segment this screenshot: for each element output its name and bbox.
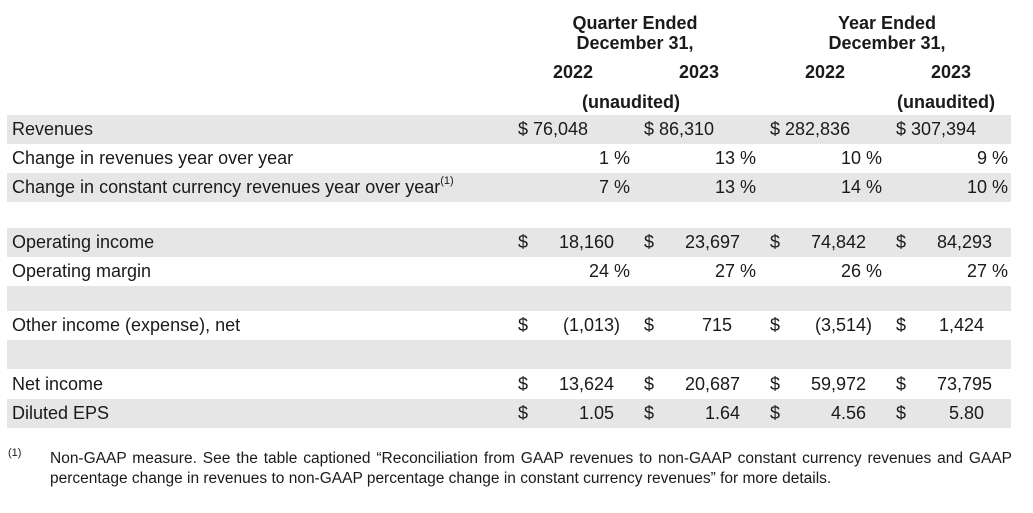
dollar-sign: $ xyxy=(518,315,529,335)
cell-y2022: $ 282,836 xyxy=(770,119,851,139)
dollar-sign: $ xyxy=(770,374,781,394)
cell-y2022: 14 % xyxy=(840,177,882,197)
cell-y2022: (3,514) xyxy=(814,315,872,335)
cell-y2023: 73,795 xyxy=(936,374,992,394)
dollar-sign: $ xyxy=(896,403,907,423)
table-row-operating-margin: Operating margin 24 % 27 % 26 % 27 % xyxy=(7,257,1011,286)
cell-y2023: 1,424 xyxy=(938,315,984,335)
dollar-sign: $ xyxy=(770,315,781,335)
cell-q2023: 27 % xyxy=(714,261,756,281)
quarter-header: Quarter Ended December 31, xyxy=(510,13,760,53)
cell-q2023: 20,687 xyxy=(684,374,740,394)
row-label: Operating income xyxy=(12,232,155,252)
dollar-sign: $ xyxy=(896,315,907,335)
cell-y2023: 10 % xyxy=(966,177,1008,197)
spacer-row xyxy=(7,340,1011,369)
cell-q2022: 7 % xyxy=(598,177,630,197)
cell-q2022: 13,624 xyxy=(558,374,614,394)
cell-q2022: (1,013) xyxy=(562,315,620,335)
spacer-row xyxy=(7,202,1011,228)
footnote-ref: (1) xyxy=(440,175,454,187)
quarter-header-line1: Quarter Ended xyxy=(572,13,698,33)
quarter-header-line2: December 31, xyxy=(576,33,694,53)
cell-q2023: 23,697 xyxy=(684,232,740,252)
table-row-change-revenues: Change in revenues year over year 1 % 13… xyxy=(7,144,1011,173)
row-label: Other income (expense), net xyxy=(12,315,241,335)
cell-y2022: 59,972 xyxy=(810,374,866,394)
row-label: Diluted EPS xyxy=(12,403,110,423)
dollar-sign: $ xyxy=(644,374,655,394)
year-header-line1: Year Ended xyxy=(837,13,937,33)
row-label: Change in constant currency revenues yea… xyxy=(12,175,454,198)
cell-q2023: $ 86,310 xyxy=(644,119,715,139)
spacer-row xyxy=(7,286,1011,311)
dollar-sign: $ xyxy=(518,403,529,423)
year-col-1: 2022 xyxy=(552,62,593,82)
table-row-net-income: Net income $ 13,624 $ 20,687 $ 59,972 $ … xyxy=(7,370,1011,399)
dollar-sign: $ xyxy=(770,403,781,423)
year-header-line2: December 31, xyxy=(828,33,946,53)
year-col-2: 2023 xyxy=(678,62,719,82)
dollar-sign: $ xyxy=(896,232,907,252)
row-label: Net income xyxy=(12,374,104,394)
dollar-sign: $ xyxy=(644,315,655,335)
cell-y2023: 5.80 xyxy=(948,403,984,423)
cell-q2022: 1.05 xyxy=(578,403,614,423)
cell-q2023: 13 % xyxy=(714,177,756,197)
cell-q2023: 13 % xyxy=(714,148,756,168)
unaudited-quarter: (unaudited) xyxy=(582,92,680,112)
cell-y2022: 10 % xyxy=(840,148,882,168)
dollar-sign: $ xyxy=(896,374,907,394)
dollar-sign: $ xyxy=(644,232,655,252)
row-label: Operating margin xyxy=(12,261,152,281)
table-row-other-income: Other income (expense), net $ (1,013) $ … xyxy=(7,311,1011,340)
cell-q2022: 1 % xyxy=(598,148,630,168)
year-header: Year Ended December 31, xyxy=(762,13,1012,53)
unaudited-year: (unaudited) xyxy=(897,92,995,112)
year-col-4: 2023 xyxy=(930,62,971,82)
table-row-diluted-eps: Diluted EPS $ 1.05 $ 1.64 $ 4.56 $ 5.80 xyxy=(7,399,1011,428)
cell-y2022: 26 % xyxy=(840,261,882,281)
cell-q2022: 18,160 xyxy=(558,232,614,252)
cell-y2023: 84,293 xyxy=(936,232,992,252)
dollar-sign: $ xyxy=(644,403,655,423)
cell-y2023: 27 % xyxy=(966,261,1008,281)
row-label: Revenues xyxy=(12,119,94,139)
cell-y2023: $ 307,394 xyxy=(896,119,977,139)
year-col-3: 2022 xyxy=(804,62,845,82)
cell-q2023: 1.64 xyxy=(704,403,740,423)
table-row-revenues: Revenues $ 76,048 $ 86,310 $ 282,836 $ 3… xyxy=(7,115,1011,144)
dollar-sign: $ xyxy=(518,374,529,394)
row-label-text: Change in constant currency revenues yea… xyxy=(12,177,441,197)
footnote-marker: (1) xyxy=(8,447,22,459)
table-row-operating-income: Operating income $ 18,160 $ 23,697 $ 74,… xyxy=(7,228,1011,257)
cell-y2022: 74,842 xyxy=(810,232,866,252)
cell-y2022: 4.56 xyxy=(830,403,866,423)
table-row-change-constant-currency: Change in constant currency revenues yea… xyxy=(7,173,1011,202)
footnote-text: Non-GAAP measure. See the table captione… xyxy=(50,450,1012,487)
cell-q2023: 715 xyxy=(701,315,732,335)
row-label: Change in revenues year over year xyxy=(12,148,294,168)
dollar-sign: $ xyxy=(518,232,529,252)
cell-q2022: 24 % xyxy=(588,261,630,281)
cell-q2022: $ 76,048 xyxy=(518,119,589,139)
cell-y2023: 9 % xyxy=(976,148,1008,168)
dollar-sign: $ xyxy=(770,232,781,252)
